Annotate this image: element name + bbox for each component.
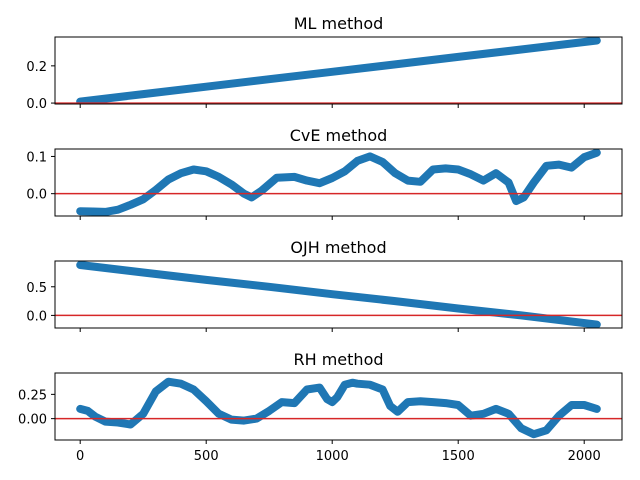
y-tick-label: 0.0 bbox=[26, 188, 47, 203]
y-tick-label: 0.00 bbox=[18, 413, 47, 428]
y-tick-label: 0.2 bbox=[26, 60, 47, 75]
axes-frame-2 bbox=[54, 148, 623, 217]
panel-title-2: CvE method bbox=[290, 126, 388, 145]
panel-title-3: OJH method bbox=[290, 238, 386, 257]
series-line-3 bbox=[76, 261, 601, 328]
y-tick-label: 0.25 bbox=[18, 388, 47, 403]
axes-frame-4 bbox=[54, 372, 623, 441]
panel-title-4: RH method bbox=[293, 350, 383, 369]
x-tick-label: 500 bbox=[194, 449, 219, 464]
y-tick-label: 0.0 bbox=[26, 309, 47, 324]
panel-title-1: ML method bbox=[294, 14, 384, 33]
x-tick-label: 1500 bbox=[442, 449, 475, 464]
x-tick-label: 2000 bbox=[568, 449, 601, 464]
series-line-4 bbox=[76, 377, 601, 439]
axes-frame-1 bbox=[54, 36, 623, 105]
series-line-2 bbox=[76, 149, 601, 216]
x-tick-label: 0 bbox=[76, 449, 84, 464]
y-tick-label: 0.0 bbox=[26, 97, 47, 112]
y-tick-label: 0.1 bbox=[26, 150, 47, 165]
series-line-1 bbox=[76, 37, 601, 104]
x-tick-label: 1000 bbox=[316, 449, 349, 464]
axes-frame-3 bbox=[54, 260, 623, 329]
y-tick-label: 0.5 bbox=[26, 281, 47, 296]
